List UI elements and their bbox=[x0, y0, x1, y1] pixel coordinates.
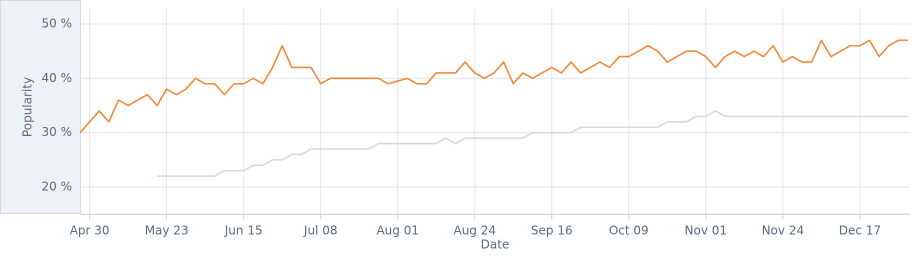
x-tick-label: Apr 30 bbox=[70, 224, 110, 238]
x-axis-label: Date bbox=[481, 238, 510, 252]
y-axis-label: Popularity bbox=[21, 77, 35, 137]
y-tick-label: 40 % bbox=[42, 71, 73, 85]
x-tick-label: Jun 15 bbox=[224, 224, 263, 238]
x-tick-label: Aug 24 bbox=[453, 224, 496, 238]
y-tick-label: 30 % bbox=[42, 125, 73, 139]
x-tick-label: Dec 17 bbox=[839, 224, 881, 238]
x-tick-label: Oct 09 bbox=[609, 224, 649, 238]
x-tick-label: Sep 16 bbox=[531, 224, 573, 238]
y-tick-label: 50 % bbox=[42, 17, 73, 31]
y-tick-label: 20 % bbox=[42, 180, 73, 194]
x-tick-label: Nov 24 bbox=[762, 224, 805, 238]
data-line bbox=[79, 39, 908, 134]
data-line bbox=[157, 110, 908, 177]
y-axis-panel bbox=[0, 0, 81, 214]
x-tick-label: Jul 08 bbox=[303, 224, 338, 238]
x-tick-label: Nov 01 bbox=[685, 224, 728, 238]
x-tick-label: May 23 bbox=[145, 224, 189, 238]
x-tick-label: Aug 01 bbox=[376, 224, 419, 238]
